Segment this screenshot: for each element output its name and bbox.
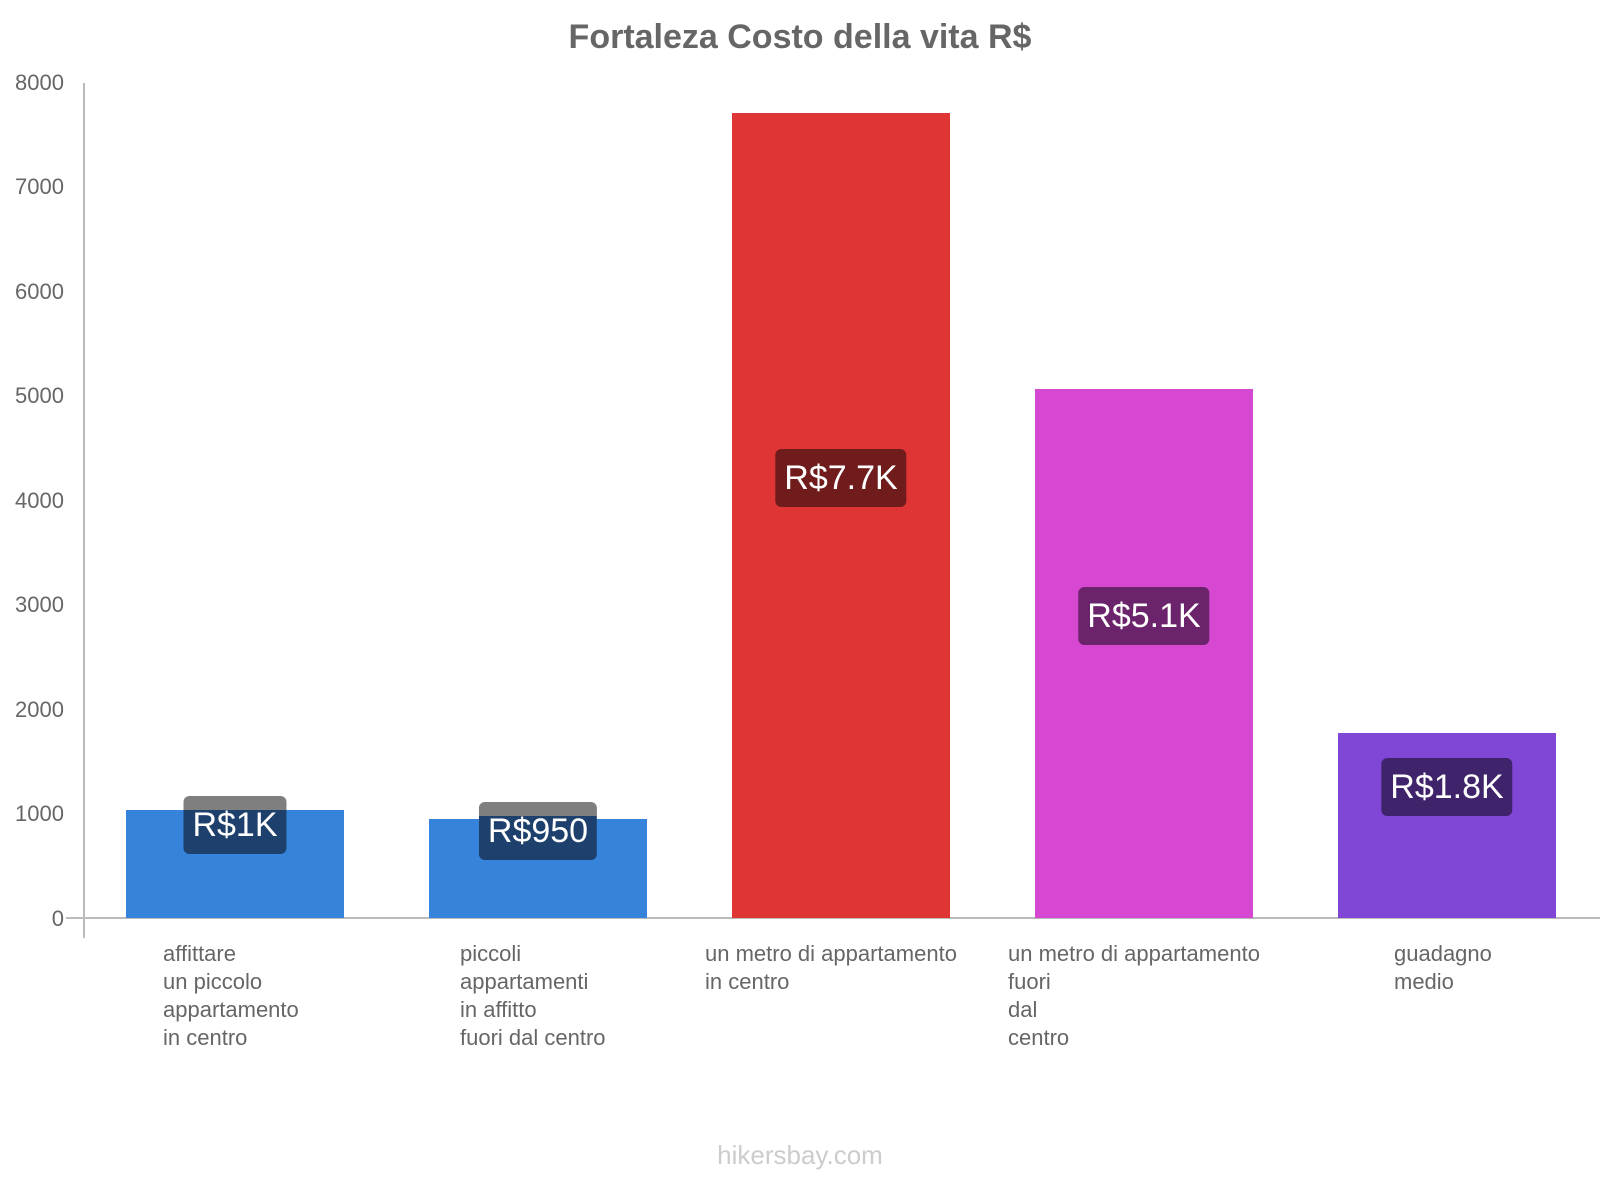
label-line: medio	[1394, 969, 1454, 994]
bar-sqm-apartment-outside[interactable]: R$5.1K	[1035, 389, 1253, 918]
bar-rent-small-apartment-center[interactable]: R$1K	[126, 796, 344, 918]
bar-rent-small-apartments-outside[interactable]: R$950	[429, 802, 647, 918]
label-line: appartamento	[163, 997, 299, 1022]
label-line: fuori dal centro	[460, 1025, 606, 1050]
label-line: in affitto	[460, 997, 537, 1022]
label-line: fuori	[1008, 969, 1051, 994]
value-badge: R$1.8K	[1381, 758, 1513, 816]
label-line: dal	[1008, 997, 1038, 1022]
y-tick-label: 6000	[15, 279, 64, 304]
label-line: appartamenti	[460, 969, 589, 994]
y-tick-label: 2000	[15, 697, 64, 722]
label-line: un piccolo	[163, 969, 263, 994]
bar-sqm-apartment-center[interactable]: R$7.7K	[732, 113, 950, 918]
y-tick-label: 8000	[15, 70, 64, 95]
y-tick-label: 7000	[15, 174, 64, 199]
label-line: affittare	[163, 941, 236, 966]
label-line: in centro	[705, 969, 790, 994]
watermark: hikersbay.com	[717, 1140, 883, 1170]
value-badge: R$1K	[183, 796, 287, 854]
x-tick-label: un metro di appartamento fuori dal centr…	[1008, 940, 1260, 1052]
label-line: guadagno	[1394, 941, 1492, 966]
x-axis-line	[66, 917, 1600, 919]
chart-title: Fortaleza Costo della vita R$	[568, 18, 1032, 56]
label-line: un metro di appartamento	[1008, 941, 1260, 966]
label-line: piccoli	[460, 941, 522, 966]
bar-average-salary[interactable]: R$1.8K	[1338, 733, 1556, 918]
y-tick-label: 1000	[15, 801, 64, 826]
y-tick-label: 5000	[15, 383, 64, 408]
value-badge: R$950	[478, 802, 598, 860]
x-tick-label: piccoli appartamenti in affitto fuori da…	[460, 940, 606, 1052]
label-line: in centro	[163, 1025, 248, 1050]
label-line: un metro di appartamento	[705, 941, 957, 966]
y-tick-label: 3000	[15, 592, 64, 617]
y-axis-line	[83, 83, 85, 938]
x-tick-label: guadagno medio	[1394, 940, 1492, 996]
y-tick-label: 0	[51, 906, 64, 931]
x-tick-label: affittare un piccolo appartamento in cen…	[163, 940, 299, 1052]
value-badge: R$7.7K	[775, 449, 907, 507]
label-line: centro	[1008, 1025, 1070, 1050]
y-tick-label: 4000	[15, 488, 64, 513]
value-badge: R$5.1K	[1078, 587, 1210, 645]
x-tick-label: un metro di appartamento in centro	[705, 940, 957, 996]
